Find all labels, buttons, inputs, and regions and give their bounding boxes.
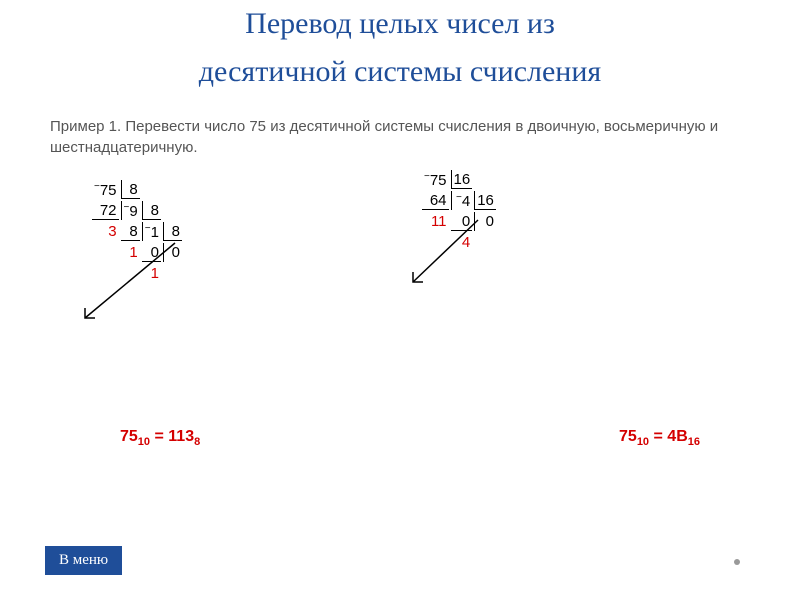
octal-division: −75 8 72 −9 8 3 8 −1 8 1 0 0 bbox=[90, 178, 204, 284]
hex-16b: 16 bbox=[474, 191, 496, 210]
hex-16a: 16 bbox=[451, 170, 473, 189]
diagrams-area: −75 8 72 −9 8 3 8 −1 8 1 0 0 bbox=[40, 168, 760, 428]
hex-64: 64 bbox=[422, 191, 449, 210]
hex-division: −75 16 64 −4 16 11 0 0 4 bbox=[420, 168, 498, 253]
example-text: Пример 1. Перевести число 75 из десятичн… bbox=[50, 116, 750, 158]
oct-72: 72 bbox=[92, 201, 119, 220]
menu-button[interactable]: В меню bbox=[45, 546, 122, 575]
oct-8b: 8 bbox=[142, 201, 161, 220]
octal-arrow bbox=[80, 233, 220, 323]
result-hex: 7510 = 4B16 bbox=[619, 428, 700, 448]
hex-75: 75 bbox=[430, 172, 447, 189]
oct-9: 9 bbox=[129, 203, 137, 220]
page-title: Перевод целых чисел из десятичной систем… bbox=[20, 0, 780, 96]
page-indicator-dot bbox=[734, 559, 740, 565]
oct-75: 75 bbox=[100, 182, 117, 199]
results-row: 7510 = 1138 7510 = 4B16 bbox=[120, 428, 700, 448]
title-line-2: десятичной системы счисления bbox=[199, 55, 601, 88]
result-octal: 7510 = 1138 bbox=[120, 428, 200, 448]
hex-arrow bbox=[408, 210, 518, 290]
title-line-1: Перевод целых чисел из bbox=[245, 7, 555, 40]
hex-4a: 4 bbox=[462, 193, 470, 210]
oct-8a: 8 bbox=[121, 180, 140, 199]
